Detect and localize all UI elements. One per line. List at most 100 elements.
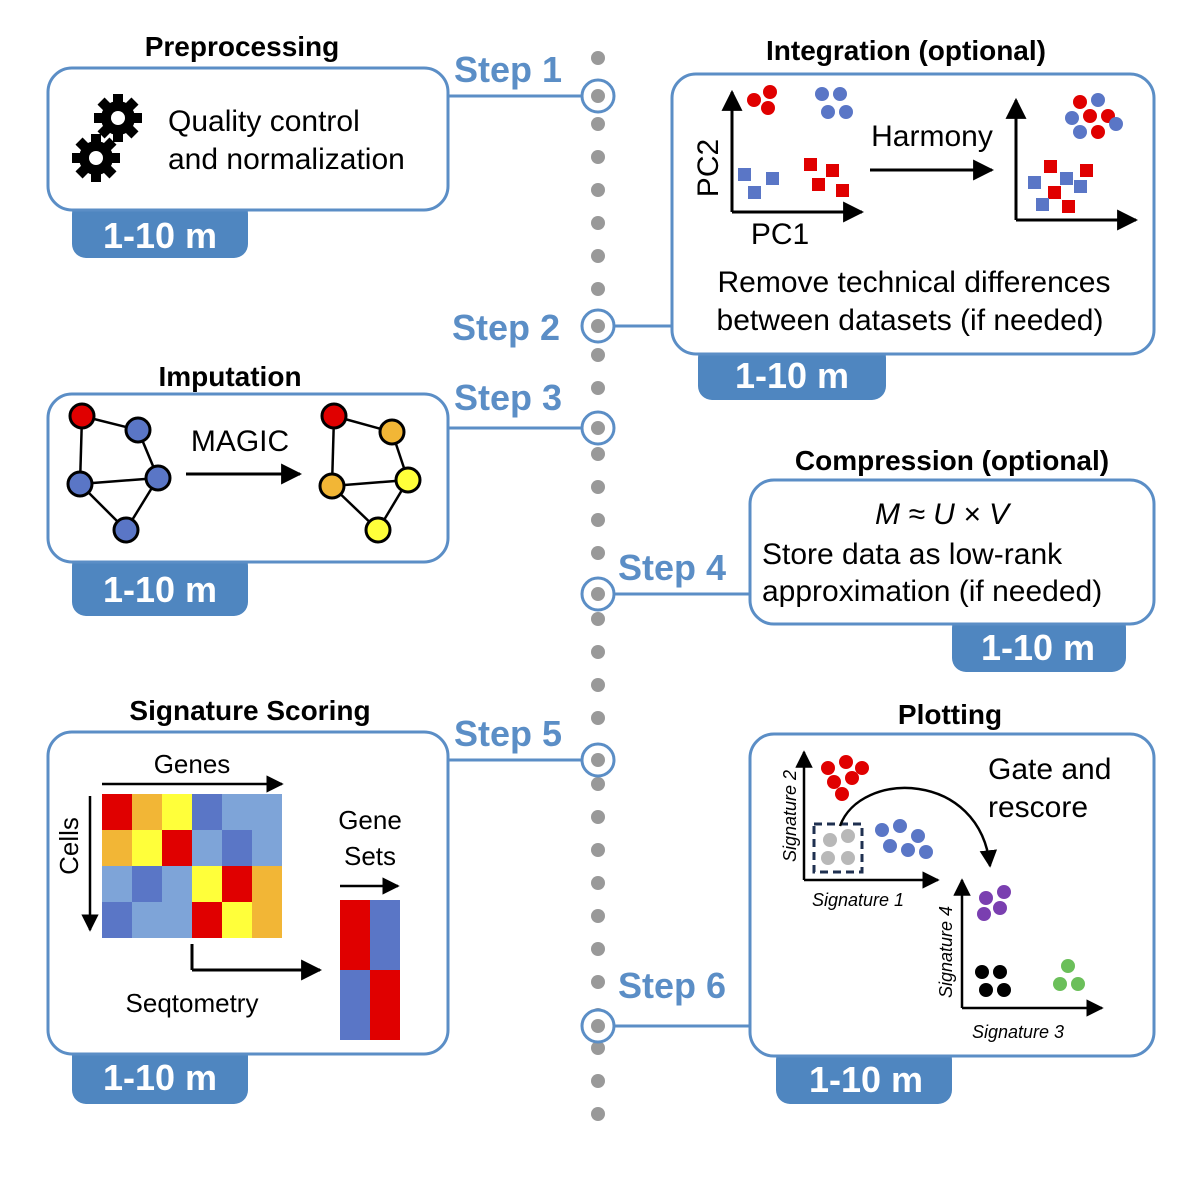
timeline-dot <box>591 150 605 164</box>
signature4-label: Signature 4 <box>936 906 956 998</box>
timeline-dot <box>591 876 605 890</box>
timeline-dot <box>591 249 605 263</box>
time-badge <box>72 1042 248 1104</box>
score-cell <box>340 1005 370 1040</box>
timeline-dot <box>591 843 605 857</box>
panel-box <box>46 66 450 212</box>
timeline-dot <box>591 183 605 197</box>
gate-label-2: rescore <box>988 791 1088 824</box>
timeline-dot <box>591 381 605 395</box>
preprocessing-line1: Quality control <box>168 105 360 138</box>
step-node-2 <box>580 308 616 344</box>
heatmap-cell <box>162 902 192 938</box>
heatmap-cell <box>222 794 252 830</box>
heatmap-cell <box>252 794 282 830</box>
signature-time: 1-10 m <box>103 1057 217 1098</box>
score-cell <box>340 970 370 1005</box>
heatmap-cell <box>192 866 222 902</box>
heatmap-cell <box>132 830 162 866</box>
score-cell <box>340 935 370 970</box>
score-cell <box>340 900 370 935</box>
blue-cluster <box>815 87 853 119</box>
integration-title: Integration (optional) <box>766 35 1046 66</box>
panel-integration: Integration (optional) 1-10 m PC2 PC1 Ha… <box>670 35 1156 400</box>
graph-after <box>318 402 422 544</box>
timeline-dot <box>591 282 605 296</box>
signature3-label: Signature 3 <box>972 1022 1064 1042</box>
timeline-dot <box>591 1041 605 1055</box>
heatmap-cell <box>222 902 252 938</box>
heatmap-cell <box>192 902 222 938</box>
merged-squares <box>1028 160 1093 213</box>
heatmap-cell <box>102 830 132 866</box>
imputation-time: 1-10 m <box>103 569 217 610</box>
step-node-5 <box>580 742 616 778</box>
step-label-3: Step 3 <box>454 377 562 418</box>
red-cluster <box>747 85 777 115</box>
green-population <box>1053 959 1085 991</box>
preprocessing-time: 1-10 m <box>103 215 217 256</box>
timeline-dot <box>591 480 605 494</box>
gate-arrow <box>838 786 998 868</box>
integration-time: 1-10 m <box>735 355 849 396</box>
heatmap-cell <box>102 794 132 830</box>
time-badge <box>952 614 1126 672</box>
compression-formula: M ≈ U × V <box>875 498 1012 531</box>
heatmap-cell <box>132 866 162 902</box>
timeline-dot <box>591 117 605 131</box>
timeline-dot <box>591 447 605 461</box>
step-nodes <box>580 78 616 1044</box>
heatmap-cell <box>102 902 132 938</box>
step-label-4: Step 4 <box>618 547 726 588</box>
time-badge <box>698 344 886 400</box>
genes-label: Genes <box>154 749 231 779</box>
time-badge <box>776 1046 952 1104</box>
timeline-dot <box>591 975 605 989</box>
timeline-dot <box>591 942 605 956</box>
plotting-title: Plotting <box>898 699 1002 730</box>
time-badge <box>72 200 248 258</box>
panel-box <box>748 478 1156 626</box>
pc1-label: PC1 <box>751 218 809 251</box>
heatmap-cell <box>192 830 222 866</box>
red-population <box>821 755 869 801</box>
panel-box <box>670 72 1156 356</box>
heatmap-cell <box>222 830 252 866</box>
panel-plotting: Plotting 1-10 m Signature 2 Signature 1 … <box>748 699 1156 1104</box>
step-label-2: Step 2 <box>452 307 560 348</box>
compression-line1: Store data as low-rank <box>762 538 1063 571</box>
heatmap-cell <box>132 902 162 938</box>
score-cell <box>370 900 400 935</box>
panel-box <box>748 732 1156 1058</box>
heatmap-cell <box>252 830 282 866</box>
preprocessing-title: Preprocessing <box>145 31 340 62</box>
blue-population <box>875 819 933 859</box>
gene-sets-label-1: Gene <box>338 805 402 835</box>
timeline-dot <box>591 777 605 791</box>
signature1-label: Signature 1 <box>812 890 904 910</box>
timeline-dot <box>591 612 605 626</box>
signature-title: Signature Scoring <box>129 695 370 726</box>
step-label-6: Step 6 <box>618 965 726 1006</box>
timeline-dot <box>591 645 605 659</box>
purple-population <box>977 885 1011 921</box>
panel-compression: Compression (optional) 1-10 m M ≈ U × V … <box>748 445 1156 672</box>
graph-before <box>66 402 172 544</box>
heatmap-cell <box>252 902 282 938</box>
timeline-dot <box>591 810 605 824</box>
score-cell <box>370 970 400 1005</box>
score-cell <box>370 935 400 970</box>
timeline-dot <box>591 216 605 230</box>
imputation-title: Imputation <box>158 361 301 392</box>
heatmap-cell <box>102 866 132 902</box>
black-population <box>975 965 1011 997</box>
integration-line2: between datasets (if needed) <box>717 304 1104 337</box>
timeline-dot <box>591 51 605 65</box>
step-label-5: Step 5 <box>454 713 562 754</box>
gray-population <box>821 829 855 865</box>
panel-preprocessing: Preprocessing 1-10 m <box>46 31 450 258</box>
heatmap-cell <box>162 866 192 902</box>
blue-squares <box>738 168 779 199</box>
time-badge <box>72 552 248 616</box>
integration-line1: Remove technical differences <box>718 266 1111 299</box>
